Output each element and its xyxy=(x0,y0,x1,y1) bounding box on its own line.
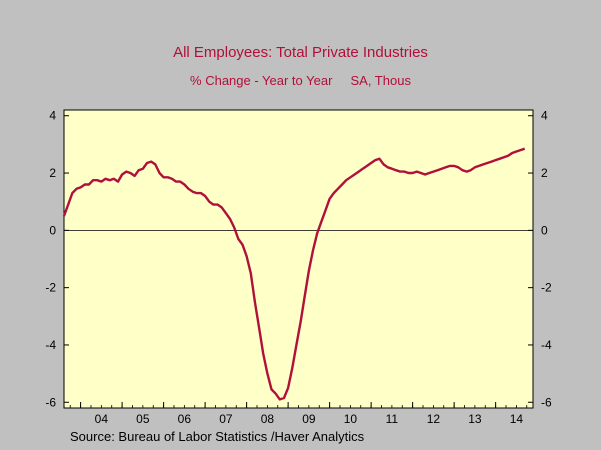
x-tick-label: 06 xyxy=(178,412,192,426)
y-tick-label-right: -6 xyxy=(541,395,552,409)
x-tick-label: 04 xyxy=(95,412,109,426)
x-tick-label: 12 xyxy=(427,412,441,426)
chart-title: All Employees: Total Private Industries xyxy=(173,44,428,61)
y-tick-label-right: 4 xyxy=(541,109,548,123)
x-tick-label: 13 xyxy=(468,412,482,426)
chart-subtitle: % Change - Year to Year SA, Thous xyxy=(190,73,411,88)
x-tick-label: 07 xyxy=(219,412,233,426)
y-tick-label-right: -2 xyxy=(541,281,552,295)
plot-background xyxy=(63,109,534,409)
y-tick-label-left: -2 xyxy=(45,281,56,295)
y-tick-label-left: 2 xyxy=(49,166,56,180)
x-tick-label: 14 xyxy=(510,412,524,426)
series-line xyxy=(62,147,526,401)
y-tick-label-left: 0 xyxy=(49,223,56,237)
y-tick-label-left: 4 xyxy=(49,109,56,123)
y-tick-label-left: -4 xyxy=(45,338,56,352)
x-tick-label: 05 xyxy=(136,412,150,426)
source-note: Source: Bureau of Labor Statistics /Have… xyxy=(70,429,365,444)
x-tick-label: 09 xyxy=(302,412,316,426)
x-tick-label: 10 xyxy=(344,412,358,426)
y-tick-label-right: 2 xyxy=(541,166,548,180)
y-tick-label-left: -6 xyxy=(45,395,56,409)
y-tick-label-right: -4 xyxy=(541,338,552,352)
x-tick-label: 11 xyxy=(386,412,399,426)
x-tick-label: 08 xyxy=(261,412,275,426)
y-tick-label-right: 0 xyxy=(541,223,548,237)
